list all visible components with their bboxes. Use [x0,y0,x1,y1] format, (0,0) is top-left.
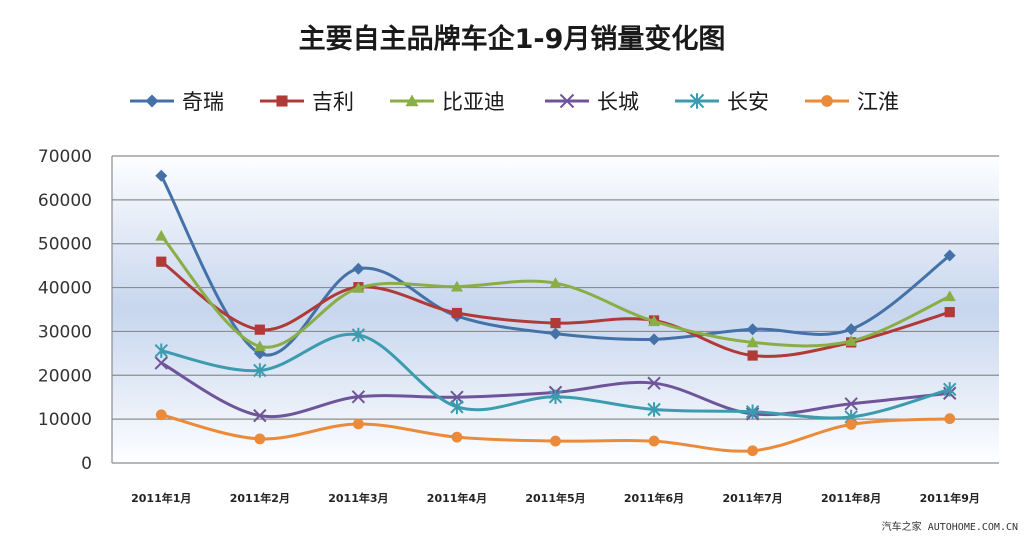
series-6 [155,409,956,457]
marker-asterisk [548,389,563,404]
marker-asterisk [154,343,168,358]
x-tick-label: 2011年3月 [328,491,388,505]
x-axis: 2011年1月 2011年2月 2011年3月 2011年4月 2011年5月 2011年… [131,491,980,505]
marker-circle [821,95,833,107]
y-tick-label: 60000 [38,191,92,211]
y-tick-label: 20000 [38,366,92,386]
legend-item: 吉利 [260,90,354,114]
x-tick-label: 2011年6月 [624,491,684,505]
marker-asterisk [647,402,661,417]
marker-x [450,390,464,404]
x-tick-label: 2011年2月 [230,491,290,505]
x-tick-label: 2011年5月 [525,491,585,505]
plot-area [112,156,999,463]
legend-item: 江淮 [805,90,899,114]
marker-triangle [155,229,168,241]
marker-circle [747,445,759,457]
marker-asterisk [253,363,267,378]
legend-label: 比亚迪 [442,90,505,114]
marker-x [647,376,661,390]
marker-circle [352,418,364,430]
marker-square [156,256,167,267]
x-tick-label: 2011年9月 [920,491,980,505]
legend-label: 长城 [597,90,639,114]
marker-triangle [253,340,266,352]
marker-triangle [943,290,956,302]
marker-square [747,350,758,361]
marker-triangle [405,94,419,107]
x-tick-label: 2011年8月 [821,491,881,505]
y-tick-label: 70000 [38,147,92,167]
legend-item: 比亚迪 [390,90,505,114]
y-tick-label: 30000 [38,322,92,342]
marker-x [253,408,267,423]
marker-diamond [352,262,365,275]
marker-asterisk [351,327,366,343]
marker-triangle [352,282,365,293]
series-5 [154,327,957,425]
marker-x [154,356,168,370]
x-tick-label: 2011年7月 [722,491,782,505]
y-tick-label: 50000 [38,235,92,255]
legend-label: 江淮 [857,90,899,114]
series-line [160,234,951,349]
marker-circle [550,435,561,447]
marker-circle [944,413,956,425]
marker-diamond [943,249,956,262]
legend-label: 吉利 [312,90,354,114]
marker-square [254,324,265,335]
marker-asterisk [450,399,464,415]
legend-item: 奇瑞 [130,90,224,114]
marker-square [550,317,561,329]
marker-circle [845,419,857,430]
marker-diamond [155,169,168,182]
marker-asterisk [943,382,957,397]
marker-square [451,307,463,319]
watermark: 汽车之家 AUTOHOME.COM.CN [882,520,1018,533]
marker-diamond [145,94,159,108]
marker-triangle [648,315,661,327]
marker-circle [451,431,463,443]
legend: 奇瑞 吉利 比亚迪 长城 长安 江淮 [130,90,899,114]
series-3 [155,229,956,352]
marker-square [944,307,955,318]
legend-label: 奇瑞 [182,90,224,114]
series-lines [154,169,957,457]
marker-asterisk [689,93,705,109]
y-tick-label: 0 [81,454,92,474]
marker-triangle [549,277,562,288]
marker-diamond [845,323,858,336]
marker-circle [254,433,266,445]
x-tick-label: 2011年4月 [427,491,487,505]
y-axis: 70000 60000 50000 40000 30000 20000 10000 0 [38,147,113,474]
legend-item: 长安 [675,90,769,114]
marker-triangle [845,335,858,346]
marker-asterisk [745,404,760,419]
series-line [160,332,951,420]
marker-diamond [648,333,661,346]
y-tick-label: 40000 [38,279,92,299]
marker-x [844,397,858,411]
marker-triangle [746,336,759,348]
marker-square [276,95,288,107]
marker-circle [648,435,660,447]
legend-item: 长城 [545,90,639,114]
legend-label: 长安 [727,90,769,114]
marker-triangle [450,280,463,292]
marker-x [559,93,575,109]
chart-title: 主要自主品牌车企1-9月销量变化图 [299,23,726,55]
x-tick-label: 2011年1月 [131,491,191,505]
marker-x [351,390,366,404]
marker-diamond [549,327,562,340]
marker-circle [155,409,167,421]
y-tick-label: 10000 [38,410,92,430]
marker-diamond [746,323,759,336]
